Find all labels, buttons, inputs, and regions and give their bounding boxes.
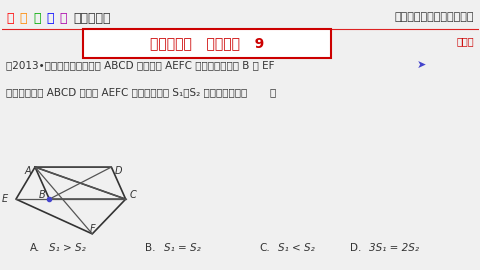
Text: B: B (39, 190, 46, 200)
Text: 边上，若矩形 ABCD 和矩形 AEFC 的面积分别是 S₁、S₂ 的大小关系是（       ）: 边上，若矩形 ABCD 和矩形 AEFC 的面积分别是 S₁、S₂ 的大小关系是… (6, 87, 276, 97)
Text: D.: D. (350, 242, 361, 252)
Text: 错题张: 错题张 (456, 36, 474, 46)
Text: D: D (115, 166, 122, 176)
Text: 题: 题 (20, 12, 27, 25)
Text: S₁ < S₂: S₁ < S₂ (278, 242, 315, 252)
Text: （2013•包头）如图，四边形 ABCD 和四边形 AEFC 是两个矩形，点 B 在 EF: （2013•包头）如图，四边形 ABCD 和四边形 AEFC 是两个矩形，点 B… (6, 60, 275, 70)
Text: E: E (2, 194, 8, 204)
Text: A.: A. (30, 242, 41, 252)
Text: ・初中数学: ・初中数学 (73, 12, 111, 25)
Text: 中考十年・压轴・选择填空: 中考十年・压轴・选择填空 (395, 12, 474, 22)
Text: A: A (24, 166, 31, 176)
Text: B.: B. (145, 242, 155, 252)
Text: 3S₁ = 2S₂: 3S₁ = 2S₂ (369, 242, 419, 252)
Text: S₁ = S₂: S₁ = S₂ (164, 242, 201, 252)
Text: ➤: ➤ (417, 60, 426, 70)
Text: C: C (130, 190, 136, 200)
Text: F: F (89, 224, 95, 234)
Text: S₁ > S₂: S₁ > S₂ (49, 242, 86, 252)
Text: C.: C. (259, 242, 270, 252)
Text: 错: 错 (6, 12, 14, 25)
FancyBboxPatch shape (83, 29, 331, 58)
Text: 疑: 疑 (47, 12, 54, 25)
Text: 平行四边形   一半法则   9: 平行四边形 一半法则 9 (150, 36, 264, 50)
Text: 网: 网 (60, 12, 67, 25)
Text: 答: 答 (33, 12, 41, 25)
